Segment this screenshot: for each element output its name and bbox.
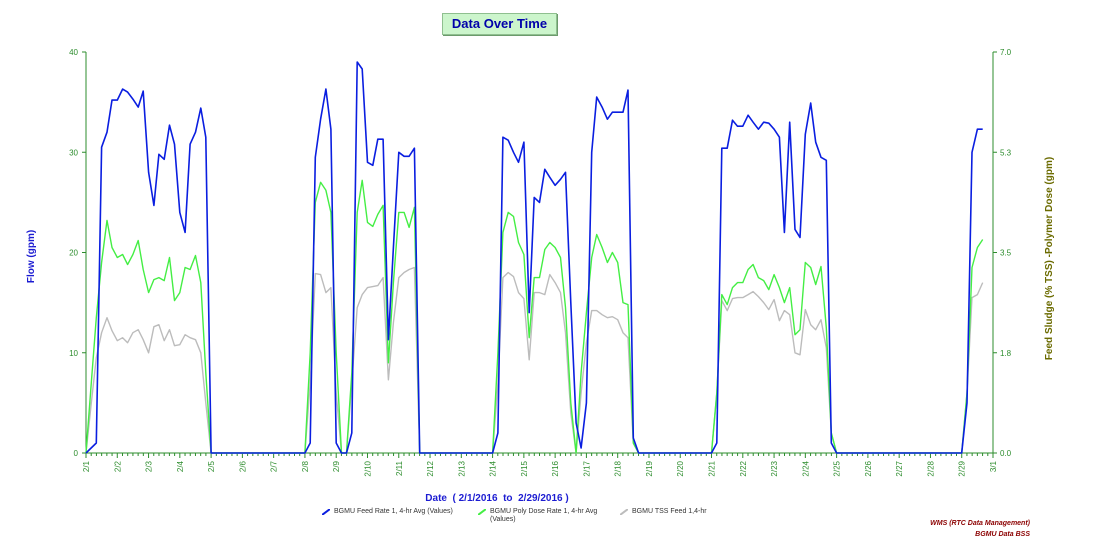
x-tick-label: 2/12 (426, 460, 435, 476)
x-tick-label: 2/3 (145, 460, 154, 472)
x-tick-label: 2/29 (958, 460, 967, 476)
x-tick-label: 2/13 (457, 460, 466, 476)
legend-swatch-poly-dose (477, 508, 487, 516)
series-line-tss-feed (85, 266, 984, 454)
x-tick-label: 2/5 (207, 460, 216, 472)
x-tick-label: 2/27 (895, 460, 904, 476)
x-axis-label: Date ( 2/1/2016 to 2/29/2016 ) (425, 493, 568, 504)
x-tick-label: 3/1 (989, 460, 998, 472)
legend-item-poly-dose: BGMU Poly Dose Rate 1, 4-hr Avg (Values) (477, 508, 623, 526)
y2-axis-label: Feed Sludge (% TSS) -Polymer Dose (gpm) (1044, 157, 1055, 360)
legend-item-tss-feed: BGMU TSS Feed 1,4-hr (619, 508, 730, 518)
y-tick-label: 40 (69, 48, 78, 57)
x-tick-label: 2/16 (551, 460, 560, 476)
legend-label-poly-dose: BGMU Poly Dose Rate 1, 4-hr Avg (Values) (490, 508, 598, 523)
credit-line-1: WMS (RTC Data Management) (930, 520, 1030, 527)
x-tick-label: 2/1 (82, 460, 91, 472)
legend-swatch-feed-rate (321, 508, 331, 516)
y2-tick-label: 0.0 (1000, 449, 1012, 458)
x-tick-label: 2/19 (645, 460, 654, 476)
x-tick-label: 2/26 (864, 460, 873, 476)
x-tick-label: 2/11 (395, 460, 404, 476)
x-tick-label: 2/25 (833, 460, 842, 476)
y-axis-label: Flow (gpm) (26, 230, 37, 283)
series-lines (85, 61, 984, 454)
axes: 0 10 20 30 40 0.0 1.8 3.5 5.3 7.0 2/1 2/2 2/3 2/4 2/5 2… (69, 48, 1012, 477)
legend-label-feed-rate: BGMU Feed Rate 1, 4-hr Avg (Values) (334, 508, 453, 515)
x-tick-label: 2/2 (113, 460, 122, 472)
y-tick-label: 20 (69, 249, 78, 258)
credit-line-2: BGMU Data BSS (975, 531, 1030, 538)
x-tick-label: 2/18 (614, 460, 623, 476)
legend-swatch-tss-feed (619, 508, 629, 516)
y-tick-label: 30 (69, 148, 78, 157)
x-tick-label: 2/15 (520, 460, 529, 476)
series-line-feed-rate (85, 61, 983, 454)
x-tick-label: 2/10 (363, 460, 372, 476)
x-tick-label: 2/6 (238, 460, 247, 472)
x-tick-label: 2/23 (770, 460, 779, 476)
x-tick-label: 2/24 (801, 460, 810, 476)
series-line-poly-dose (85, 179, 984, 454)
y2-tick-label: 7.0 (1000, 48, 1012, 57)
y2-tick-label: 5.3 (1000, 148, 1012, 157)
y2-tick-label: 3.5 (1000, 249, 1012, 258)
x-tick-label: 2/28 (926, 460, 935, 476)
x-tick-label: 2/14 (489, 460, 498, 476)
x-tick-label: 2/7 (270, 460, 279, 472)
x-tick-label: 2/21 (708, 460, 717, 476)
legend-item-feed-rate: BGMU Feed Rate 1, 4-hr Avg (Values) (321, 508, 482, 524)
x-tick-label: 2/17 (582, 460, 591, 476)
legend-label-tss-feed: BGMU TSS Feed 1,4-hr (632, 508, 707, 515)
y-tick-label: 0 (74, 449, 79, 458)
x-tick-label: 2/20 (676, 460, 685, 476)
x-tick-label: 2/8 (301, 460, 310, 472)
y2-tick-label: 1.8 (1000, 349, 1012, 358)
x-tick-label: 2/9 (332, 460, 341, 472)
x-tick-label: 2/22 (739, 460, 748, 476)
x-tick-label: 2/4 (176, 460, 185, 472)
y-tick-label: 10 (69, 349, 78, 358)
chart-title: Data Over Time (442, 13, 557, 35)
